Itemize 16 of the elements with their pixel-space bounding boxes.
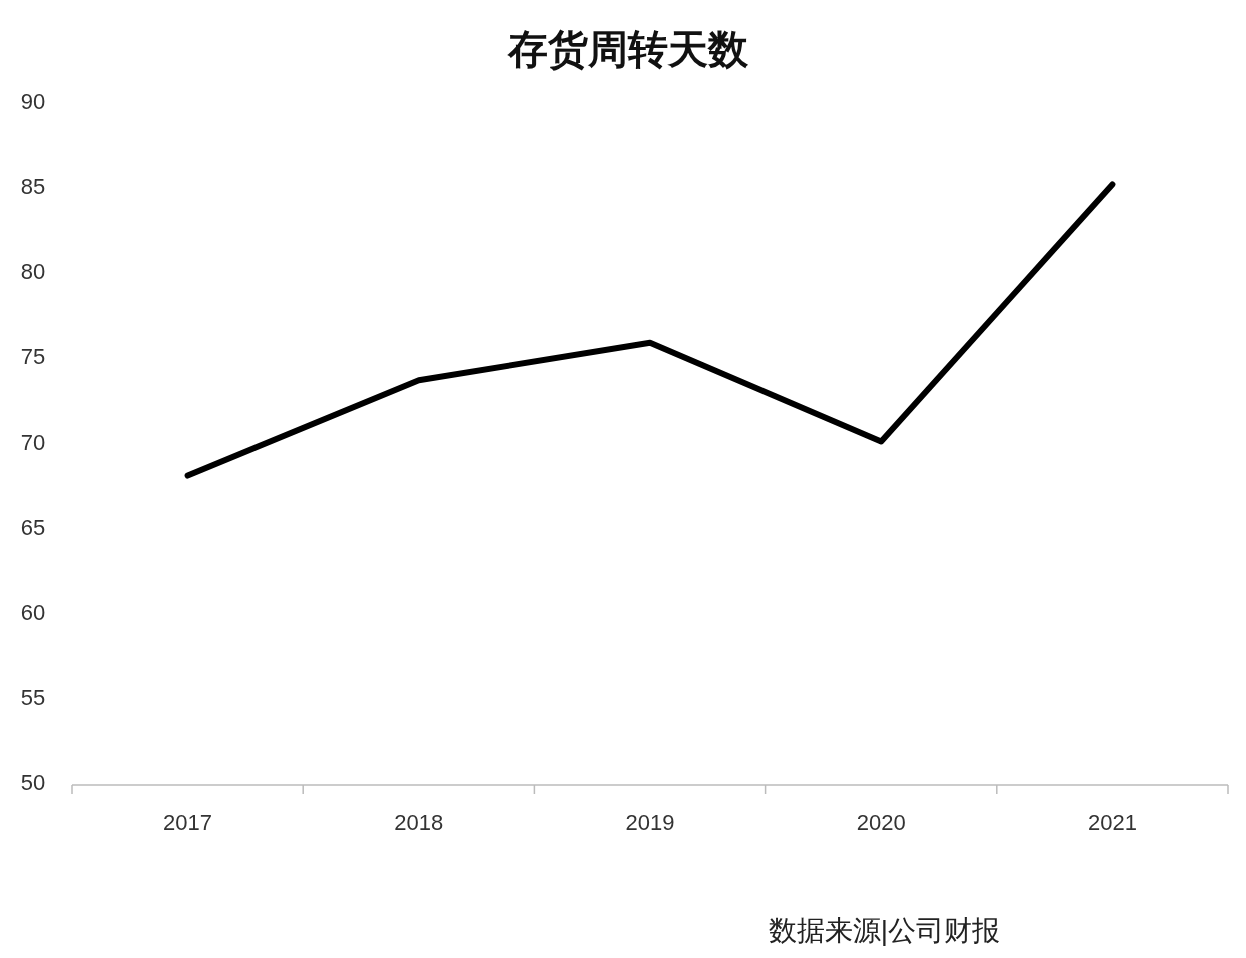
x-tick-label: 2019 xyxy=(625,810,675,835)
x-tick-label: 2018 xyxy=(394,810,444,835)
y-tick-label: 50 xyxy=(20,770,46,795)
y-tick-label: 60 xyxy=(20,599,46,625)
y-tick-label: 85 xyxy=(20,174,46,200)
chart-title: 存货周转天数 xyxy=(507,27,749,71)
y-tick-label: 80 xyxy=(20,259,46,285)
x-tick-label: 2017 xyxy=(163,810,213,835)
y-tick-label: 90 xyxy=(20,89,46,114)
source-note: 数据来源|公司财报 xyxy=(768,915,1000,946)
y-tick-label: 55 xyxy=(20,684,46,710)
y-tick-label: 65 xyxy=(20,514,46,540)
y-tick-label: 75 xyxy=(20,344,46,370)
x-tick-label: 2020 xyxy=(856,810,906,835)
x-tick-label: 2021 xyxy=(1087,810,1137,835)
y-tick-label: 70 xyxy=(20,429,46,455)
